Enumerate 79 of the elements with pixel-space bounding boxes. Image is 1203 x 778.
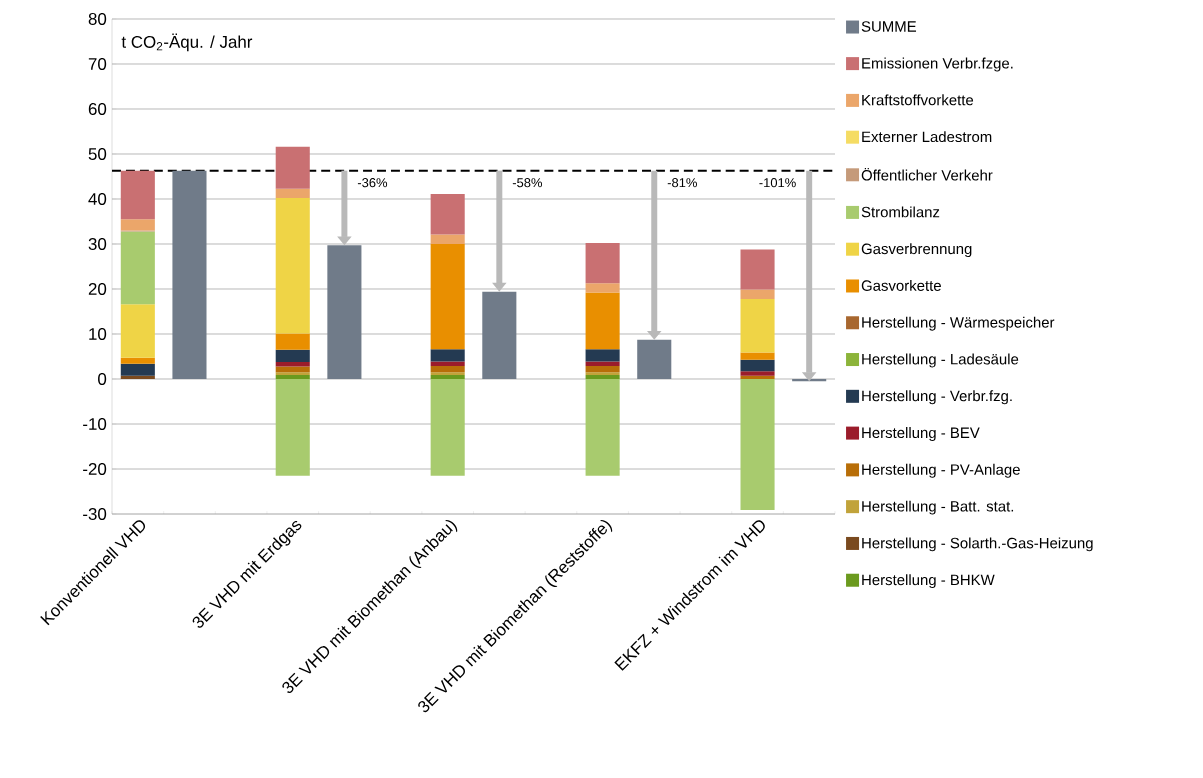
bar [585, 283, 620, 293]
legend-label: Gasvorkette [861, 279, 941, 291]
legend-label: Herstellung - Batt. stat. [862, 500, 1014, 515]
bar [430, 379, 465, 476]
bar [120, 170, 155, 220]
bar [740, 359, 775, 372]
bar [585, 243, 620, 284]
legend-label: Kraftstoffvorkette [862, 94, 974, 106]
bar [120, 375, 155, 379]
bar [172, 170, 207, 379]
bar [120, 304, 155, 358]
bar [275, 374, 310, 379]
bar [120, 363, 155, 376]
legend-label: SUMME [861, 21, 917, 32]
bar [275, 366, 310, 373]
bar [430, 365, 465, 373]
y-tick-label: 10 [89, 328, 107, 340]
legend-label: Strombilanz [861, 206, 940, 218]
y-axis-title: t CO$_{2}$-Äqu. / Jahr [121, 33, 253, 52]
legend-label: Herstellung - Verbr.fzg. [862, 390, 1012, 405]
legend-label: Herstellung - Wärmespeicher [862, 316, 1055, 331]
y-tick-label: 20 [88, 283, 107, 295]
bar [585, 361, 620, 366]
y-tick-label: -20 [83, 463, 107, 475]
bar [120, 357, 155, 364]
legend-label: Herstellung - BEV [862, 427, 980, 441]
bar [430, 244, 465, 350]
y-tick-label: -10 [83, 418, 107, 430]
bar [275, 379, 310, 476]
legend-label: Herstellung - PV-Anlage [862, 463, 1020, 478]
legend-label: Herstellung - Ladesäule [862, 353, 1019, 368]
bar [740, 249, 775, 290]
bar [585, 374, 620, 379]
bar [275, 198, 310, 334]
bar [637, 339, 672, 379]
bar [585, 379, 620, 476]
bar [275, 333, 310, 350]
bar [430, 194, 465, 235]
bar [120, 219, 155, 231]
bar [740, 379, 775, 510]
y-tick-label: 50 [88, 148, 107, 160]
bar [740, 375, 775, 379]
annotation: -81% [667, 178, 697, 188]
bar [430, 372, 465, 375]
y-tick-label: 80 [88, 12, 107, 25]
legend-label: Gasverbrennung [861, 243, 972, 258]
annotation: -36% [357, 178, 388, 188]
bar [430, 361, 465, 366]
annotation: -101% [759, 178, 796, 188]
annotation: -58% [512, 178, 543, 188]
bar [585, 365, 620, 373]
legend-label: Externer Ladestrom [862, 131, 992, 143]
bar [585, 292, 620, 350]
bar [430, 374, 465, 379]
legend-label: Emissionen Verbr.fzge. [862, 57, 1013, 72]
y-tick-label: 70 [88, 58, 107, 70]
legend-label: Öffentlicher Verkehr [861, 167, 993, 181]
y-tick-label: 60 [88, 103, 107, 115]
legend-label: Herstellung - Solarth.-Gas-Heizung [862, 537, 1093, 552]
bar [327, 245, 362, 379]
bar [482, 291, 517, 379]
y-tick-label: 30 [88, 238, 107, 250]
bar [275, 146, 310, 189]
bar [585, 372, 620, 375]
legend-label: Herstellung - BHKW [862, 574, 995, 589]
y-tick-label: 0 [98, 373, 107, 385]
bar [740, 298, 775, 353]
bar [275, 349, 310, 362]
bar [740, 371, 775, 376]
y-tick-label: 40 [88, 193, 107, 205]
bar [740, 289, 775, 299]
y-tick-label: -30 [83, 508, 107, 520]
bar [120, 231, 155, 305]
bar [275, 372, 310, 375]
bar [430, 234, 465, 244]
bar [430, 349, 465, 362]
bar [740, 352, 775, 360]
bar [585, 349, 620, 362]
bar [275, 188, 310, 199]
